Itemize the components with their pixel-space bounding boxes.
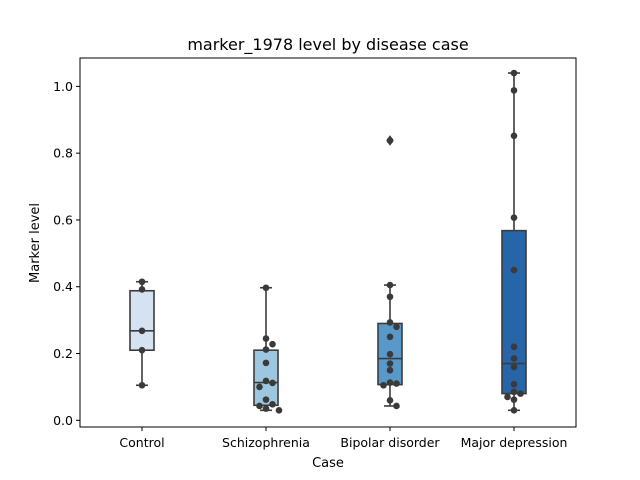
data-point bbox=[393, 402, 400, 410]
data-point bbox=[262, 405, 270, 412]
data-point bbox=[510, 87, 518, 94]
data-point bbox=[510, 69, 518, 77]
data-point bbox=[510, 132, 518, 140]
data-point bbox=[269, 400, 276, 408]
data-point bbox=[386, 333, 394, 341]
x-tick-label: Major depression bbox=[461, 435, 568, 450]
data-point bbox=[386, 319, 394, 326]
data-point bbox=[262, 284, 270, 292]
y-tick-label: 0.6 bbox=[53, 212, 73, 227]
data-point bbox=[138, 381, 146, 389]
data-point bbox=[262, 335, 270, 342]
box-iqr bbox=[129, 289, 155, 351]
data-point bbox=[510, 407, 518, 414]
data-point bbox=[256, 383, 263, 391]
data-point bbox=[269, 379, 276, 387]
data-point bbox=[256, 402, 263, 410]
data-point bbox=[510, 380, 518, 388]
data-point bbox=[262, 377, 270, 385]
y-tick-label: 0.0 bbox=[53, 413, 73, 428]
x-tick-label: Schizophrenia bbox=[222, 435, 310, 450]
data-point bbox=[510, 343, 518, 351]
y-tick-label: 0.4 bbox=[53, 279, 73, 294]
chart-title: marker_1978 level by disease case bbox=[187, 35, 468, 55]
data-point bbox=[510, 388, 518, 396]
data-point bbox=[510, 355, 518, 362]
data-point bbox=[262, 396, 270, 403]
data-point bbox=[138, 286, 146, 293]
data-point bbox=[393, 323, 400, 331]
y-axis-label: Marker level bbox=[28, 203, 43, 283]
data-point bbox=[386, 281, 394, 289]
data-point bbox=[393, 380, 400, 387]
data-point bbox=[262, 359, 270, 367]
box-iqr bbox=[253, 349, 279, 407]
data-point bbox=[138, 346, 146, 354]
y-tick-label: 0.8 bbox=[53, 146, 73, 161]
data-point bbox=[380, 381, 387, 389]
y-tick-label: 1.0 bbox=[53, 79, 73, 94]
data-point bbox=[386, 396, 394, 404]
x-tick-label: Control bbox=[119, 435, 164, 450]
plot-frame bbox=[79, 57, 577, 428]
x-tick-label: Bipolar disorder bbox=[340, 435, 440, 450]
y-tick-label: 0.2 bbox=[53, 346, 73, 361]
data-point bbox=[504, 393, 511, 401]
data-point bbox=[386, 350, 394, 358]
data-point bbox=[262, 346, 270, 353]
data-point bbox=[517, 390, 524, 397]
data-point bbox=[510, 363, 518, 371]
data-point bbox=[386, 360, 394, 367]
data-point bbox=[386, 366, 394, 374]
data-point bbox=[275, 407, 283, 414]
data-point bbox=[510, 396, 518, 403]
data-point bbox=[386, 379, 394, 386]
data-point bbox=[138, 327, 146, 335]
data-point bbox=[510, 266, 518, 274]
data-point bbox=[386, 293, 394, 301]
data-point bbox=[138, 278, 146, 286]
data-point bbox=[510, 214, 518, 221]
x-axis-label: Case bbox=[312, 456, 344, 471]
data-point bbox=[269, 340, 276, 348]
data-point bbox=[386, 137, 394, 144]
plot-area: 0.0 0.2 0.4 0.6 0.8 1.0 Control Schizophrenia Bi… bbox=[53, 57, 577, 450]
